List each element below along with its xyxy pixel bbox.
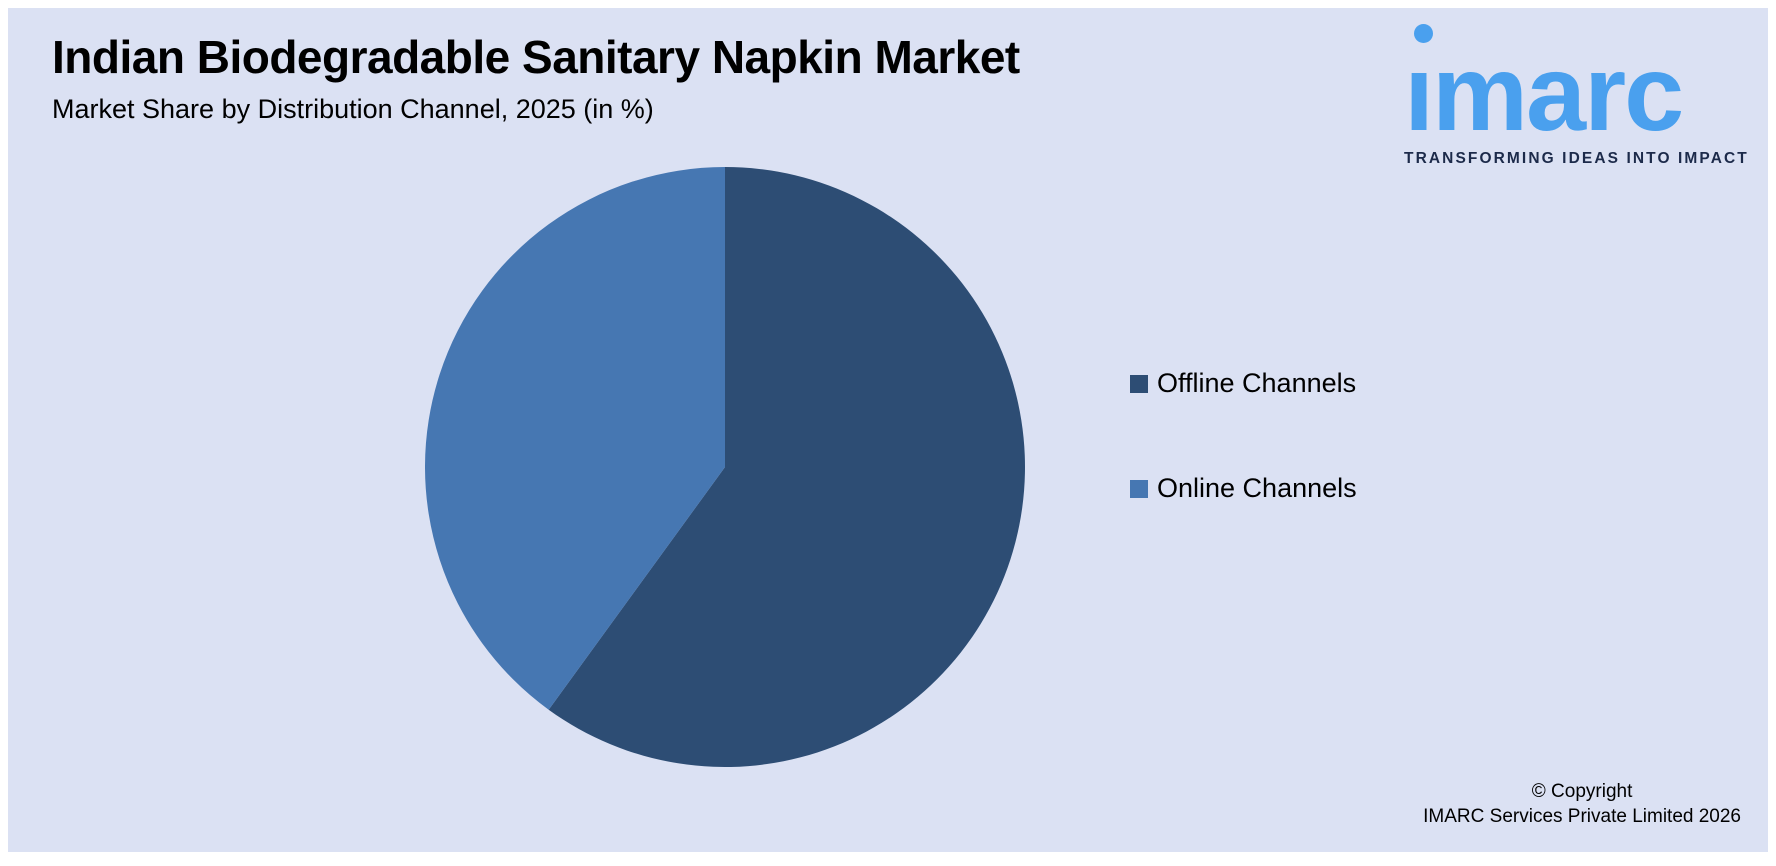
legend-label-offline-channels: Offline Channels [1157,368,1357,398]
legend: Offline Channels Online Channels [1130,368,1357,504]
logo-wordmark: ımarc [1404,32,1684,153]
legend-swatch-offline-channels [1130,374,1148,393]
logo-dot-icon [1414,24,1433,43]
page-title: Indian Biodegradable Sanitary Napkin Mar… [52,31,1020,83]
legend-item-offline-channels: Offline Channels [1130,368,1357,399]
copyright: © Copyright IMARC Services Private Limit… [1423,779,1741,830]
legend-swatch-online-channels [1130,479,1148,498]
legend-item-online-channels: Online Channels [1130,473,1357,504]
imarc-logo: ımarc TRANSFORMING IDEAS INTO IMPACT [1404,18,1749,168]
chart-panel: Indian Biodegradable Sanitary Napkin Mar… [8,8,1768,852]
copyright-line1: © Copyright [1531,780,1633,802]
pie-chart-container [425,167,1025,767]
copyright-line2: IMARC Services Private Limited 2026 [1423,806,1741,828]
pie-slice-offline-channels [548,167,1025,767]
legend-label-online-channels: Online Channels [1157,473,1357,503]
pie-chart [425,167,1025,767]
page-subtitle: Market Share by Distribution Channel, 20… [52,94,654,124]
logo-tagline: TRANSFORMING IDEAS INTO IMPACT [1404,150,1749,168]
pie-slice-online-channels [425,167,725,710]
